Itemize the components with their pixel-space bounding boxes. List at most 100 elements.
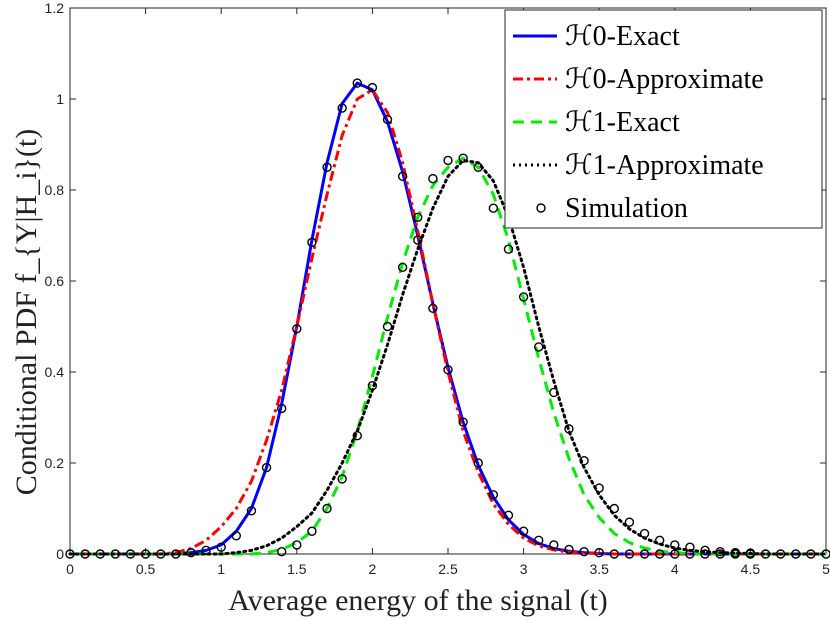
y-tick-label: 0.2 [45,455,65,471]
x-tick-label: 2 [369,561,377,577]
simulation-point [216,542,226,552]
y-tick-label: 1 [56,91,64,107]
simulation-point [292,540,302,550]
simulation-point [473,162,483,172]
x-tick-label: 0.5 [136,561,156,577]
simulation-point [518,526,529,536]
simulation-point [730,547,740,558]
series-line-h1-approximate [68,158,828,556]
simulation-point [549,387,559,398]
simulation-point [564,544,574,555]
y-tick-label: 0.6 [45,273,65,289]
simulation-point [80,549,90,559]
x-tick-label: 3.5 [589,561,609,577]
legend: ℋ0-Exact ℋ0-Approximate ℋ1-Exact ℋ1-Approxi… [504,9,823,229]
x-axis-ticks: 0 0.5 1 1.5 2 2.5 3 3.5 4 4.5 5 [66,8,830,577]
y-tick-label: 0 [56,546,64,562]
x-tick-label: 3 [520,561,528,577]
legend-label: ℋ1-Exact [565,107,680,138]
simulation-point [670,549,680,559]
simulation-point [367,380,378,391]
simulation-point [624,549,635,559]
simulation-point [65,549,75,559]
simulation-point [821,549,830,559]
simulation-point [95,549,105,559]
simulation-point [534,535,544,546]
simulation-point [352,78,362,88]
simulation-point [443,155,453,166]
x-tick-label: 0 [66,561,74,577]
simulation-point [458,153,468,163]
simulation-point [110,549,121,559]
x-axis-label: Average energy of the signal (t) [228,584,608,617]
x-tick-label: 4.5 [741,561,761,577]
legend-label: Simulation [565,193,688,224]
x-tick-label: 1 [217,561,225,577]
simulation-point [156,549,166,559]
y-tick-label: 0.8 [45,182,65,198]
simulation-point [276,403,287,414]
simulation-point [579,547,589,557]
simulation-point [413,212,423,223]
x-tick-label: 1.5 [287,561,307,577]
x-tick-label: 4 [671,561,679,577]
simulation-point [791,549,801,559]
simulation-point [518,292,529,302]
simulation-point [503,510,514,521]
x-tick-label: 2.5 [438,561,458,577]
simulation-point [685,542,695,552]
simulation-point [685,549,695,559]
simulation-point [488,203,499,213]
y-axis-label: Conditional PDF f_{Y|H_i}(t) [10,129,43,495]
simulation-point [413,235,423,245]
simulation-point [443,365,453,375]
simulation-point [473,458,483,468]
simulation-point [322,162,332,172]
legend-label: ℋ1-Approximate [565,150,764,181]
series-layer [68,81,828,556]
y-tick-label: 0.4 [45,364,65,380]
simulation-point [382,114,393,125]
simulation-point [140,549,151,559]
simulation-point [322,503,332,514]
y-axis-ticks: 0 0.2 0.4 0.6 0.8 1 1.2 [45,0,826,562]
simulation-point [579,456,589,466]
simulation-point [609,549,620,559]
legend-box [504,9,823,229]
simulation-point [367,82,378,93]
y-tick-label: 1.2 [45,0,65,16]
simulation-point [534,342,544,352]
simulation-point [397,171,408,182]
simulation-point [352,431,362,441]
simulation-point [261,462,272,473]
simulation-point [186,547,196,558]
simulation-point [428,173,438,184]
simulation-point [760,549,771,559]
simulation-point [700,545,710,556]
simulation-point [337,103,347,113]
simulation-point [609,503,620,514]
simulation-point [775,549,786,559]
simulation-point [201,545,211,556]
simulation-point [624,517,635,527]
legend-label: ℋ0-Exact [565,21,680,52]
simulation-point [700,549,710,559]
simulation-point [276,547,287,557]
simulation-point [654,535,665,546]
simulation-point [806,549,816,559]
simulation-point [171,549,181,559]
simulation-point [292,324,302,334]
simulation-point [307,237,317,248]
simulation-point [594,483,604,493]
simulation-point [337,474,347,484]
simulation-markers [65,78,830,559]
simulation-point [715,547,725,557]
simulation-point [654,549,665,559]
simulation-point [397,262,408,273]
simulation-point [458,417,468,427]
simulation-point [246,506,257,516]
legend-swatch [536,203,546,213]
simulation-point [125,549,136,559]
simulation-point [564,424,574,434]
